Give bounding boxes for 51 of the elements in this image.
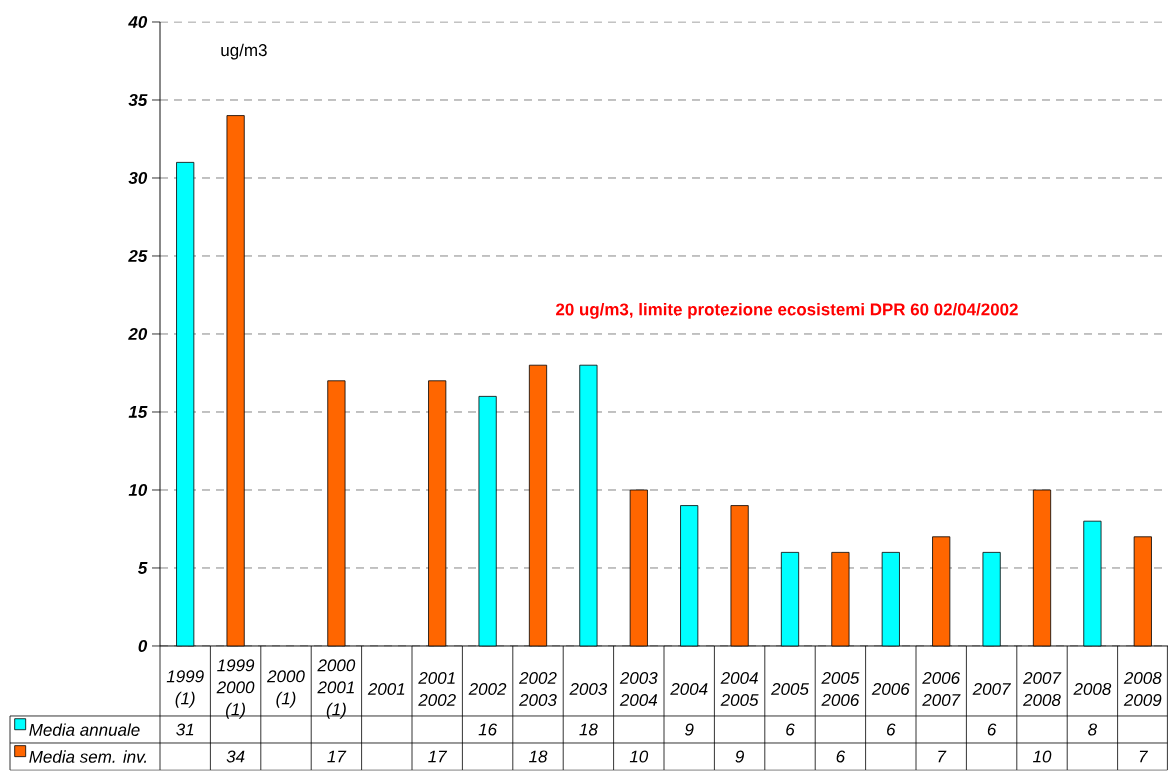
data-label: 6 (786, 723, 795, 736)
data-label: 18 (579, 723, 598, 736)
y-tick-label: 5 (138, 562, 148, 574)
annotation: 20 ug/m3, limite protezione ecosistemi DPR 60 02/04/2002 (556, 302, 1018, 319)
x-tick-label: 2006 2007 (922, 671, 961, 707)
x-tick-label: 2003 2004 (619, 671, 658, 707)
x-tick-label: 2002 (468, 682, 507, 696)
data-label: 9 (685, 723, 694, 736)
y-tick-label: 0 (138, 639, 148, 652)
data-label: 6 (987, 723, 997, 736)
x-tick-label: 2002 2003 (518, 671, 557, 707)
data-label: 7 (938, 750, 947, 763)
legend-label: Media sem. inv. (29, 750, 147, 763)
data-label: 16 (478, 723, 498, 736)
y-tick-label: 35 (128, 93, 148, 107)
y-tick-label: 30 (128, 171, 148, 185)
y-tick-label: 40 (128, 15, 148, 29)
x-tick-label: 2008 2009 (1123, 671, 1162, 707)
y-axis-title: ug/m3 (221, 43, 267, 60)
x-tick-label: 2001 (367, 682, 405, 696)
y-tick-label: 25 (128, 249, 148, 262)
data-label: 10 (629, 750, 649, 763)
x-tick-label: 2005 (770, 682, 809, 696)
x-tick-label: 2004 2005 (720, 671, 759, 707)
x-tick-label: 2008 (1073, 682, 1112, 696)
x-tick-label: 2003 (569, 682, 608, 696)
x-tick-label: 2007 (972, 682, 1012, 696)
legend-label: Media annuale (29, 723, 140, 736)
y-tick-label: 10 (128, 483, 148, 497)
data-label: 8 (1088, 723, 1098, 736)
x-tick-label: 2006 (871, 682, 910, 696)
x-tick-label: 1999 (1) (166, 670, 204, 708)
data-label: 18 (528, 750, 548, 763)
data-label: 34 (226, 750, 245, 763)
data-label: 17 (428, 750, 448, 763)
x-tick-label: 2000 (1) (266, 670, 305, 708)
data-label: 17 (327, 750, 347, 763)
data-label: 6 (887, 723, 896, 736)
x-tick-label: 1999 2000 (1) (216, 659, 255, 719)
x-tick-label: 2004 (670, 682, 708, 696)
data-label: 10 (1032, 750, 1052, 763)
data-label: 7 (1139, 750, 1149, 763)
x-tick-label: 2007 2008 (1022, 671, 1062, 707)
x-tick-label: 2000 2001 (1) (317, 659, 356, 719)
x-tick-label: 2001 2002 (418, 671, 456, 707)
data-label: 31 (176, 723, 194, 736)
y-tick-label: 15 (128, 406, 148, 418)
data-label: 9 (735, 750, 744, 763)
data-label: 6 (836, 750, 846, 763)
x-tick-label: 2005 2006 (821, 671, 860, 707)
y-tick-label: 20 (128, 327, 148, 340)
